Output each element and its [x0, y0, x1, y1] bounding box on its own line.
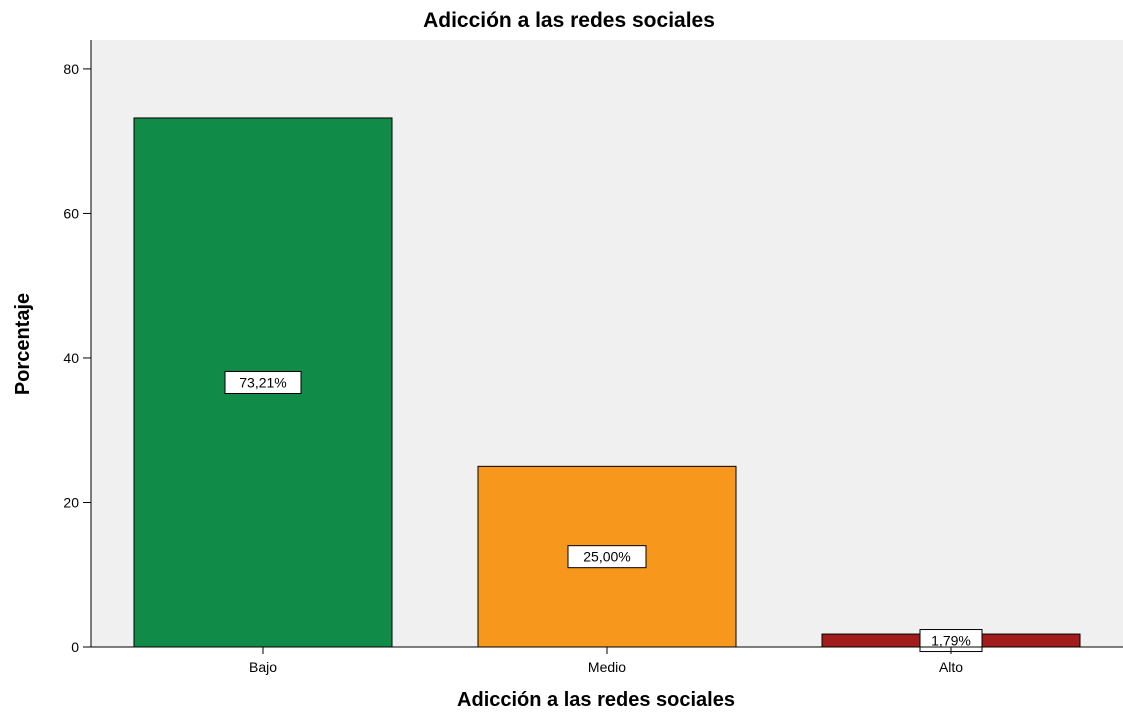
bars: 73,21% 25,00% 1,79%: [133, 117, 1081, 653]
x-tick-label: Bajo: [249, 659, 277, 675]
data-label: 1,79%: [931, 633, 971, 649]
y-tick-label: 20: [63, 494, 79, 510]
data-label-box: [567, 545, 647, 569]
y-tick-label: 0: [71, 639, 79, 655]
y-tick-label: 80: [63, 61, 79, 77]
y-tick-label: 40: [63, 350, 79, 366]
data-label: 73,21%: [239, 374, 286, 390]
x-axis-title: Adicción a las redes sociales: [457, 689, 735, 711]
chart-title: Adicción a las redes sociales: [423, 9, 715, 32]
y-tick-label: 60: [63, 205, 79, 221]
x-axis: Bajo Medio Alto: [91, 646, 1123, 675]
data-label-box: [224, 370, 302, 394]
x-tick-label: Alto: [939, 659, 963, 675]
bar-bajo: [133, 117, 393, 648]
data-label: 25,00%: [583, 549, 630, 565]
y-axis-title: Porcentaje: [12, 293, 34, 395]
x-tick-label: Medio: [588, 659, 626, 675]
y-axis: 0 20 40 60 80: [63, 40, 92, 655]
